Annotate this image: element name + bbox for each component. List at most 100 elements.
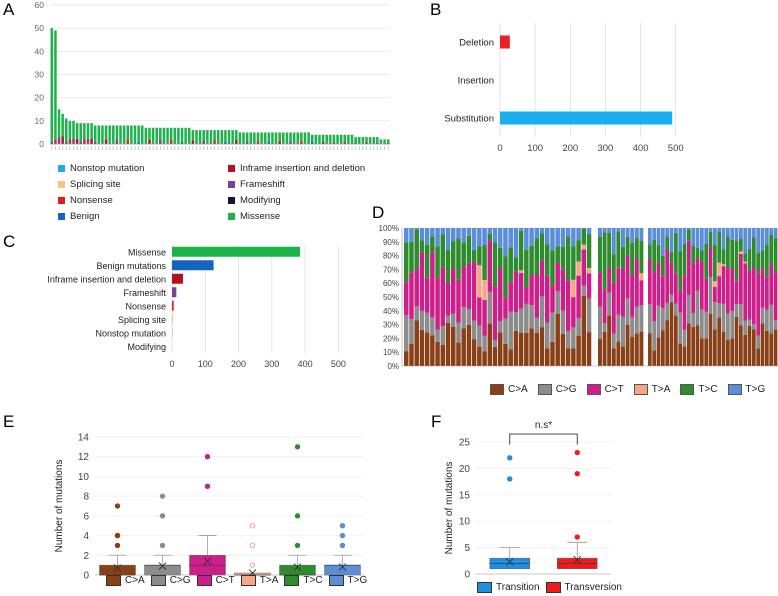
x-tick-label bbox=[214, 146, 215, 150]
stack-segment bbox=[713, 286, 717, 303]
x-tick-label bbox=[141, 146, 143, 150]
stack-segment bbox=[419, 329, 425, 366]
stack-segment bbox=[607, 232, 612, 268]
stack-segment bbox=[652, 272, 657, 322]
stack-segment bbox=[471, 228, 477, 250]
bar bbox=[101, 125, 104, 144]
stack-segment bbox=[678, 228, 683, 252]
stack-segment bbox=[726, 267, 730, 314]
stack-segment bbox=[607, 315, 612, 366]
stack-segment bbox=[717, 231, 722, 263]
stack-segment bbox=[503, 318, 508, 344]
bar-segment bbox=[61, 136, 64, 144]
x-tick-label bbox=[76, 146, 78, 150]
x-tick-label bbox=[105, 146, 107, 150]
bar bbox=[140, 125, 144, 144]
bar bbox=[231, 130, 234, 144]
bar bbox=[285, 132, 289, 144]
bar bbox=[263, 132, 267, 144]
stack-segment bbox=[700, 338, 704, 366]
x-tick-label bbox=[380, 146, 382, 150]
stack-segment bbox=[477, 346, 482, 366]
stack-segment bbox=[529, 305, 534, 329]
stack-segment bbox=[607, 292, 612, 316]
x-tick-label bbox=[206, 146, 208, 150]
bar-segment bbox=[115, 139, 119, 144]
stack-segment bbox=[456, 238, 461, 280]
x-tick-label: 0 bbox=[497, 143, 502, 154]
x-tick-label: 100 bbox=[198, 359, 213, 369]
stack-segment bbox=[598, 237, 602, 273]
stack-segment bbox=[602, 228, 607, 233]
x-tick-label bbox=[170, 146, 172, 150]
stack-segment bbox=[704, 311, 709, 339]
x-tick-label bbox=[149, 146, 150, 150]
legend-label: Inframe insertion and deletion bbox=[240, 163, 366, 174]
stack-segment bbox=[404, 315, 409, 352]
stack-segment bbox=[466, 228, 472, 236]
stack-segment bbox=[616, 341, 621, 366]
stack-segment bbox=[576, 317, 581, 336]
legend-item-splicing: Splicing site bbox=[58, 179, 121, 190]
y-tick-label: 5 bbox=[464, 543, 470, 554]
x-tick-label bbox=[167, 146, 168, 150]
x-tick-label: 200 bbox=[562, 143, 578, 154]
stack-segment bbox=[756, 228, 761, 254]
legend-label: Nonstop mutation bbox=[70, 163, 145, 174]
stack-segment bbox=[424, 244, 430, 278]
x-tick-label bbox=[138, 146, 140, 150]
stack-segment bbox=[503, 297, 508, 319]
bar-segment bbox=[310, 141, 314, 144]
stack-segment bbox=[648, 228, 652, 245]
category-label: Nonsense bbox=[125, 301, 166, 311]
bar-segment bbox=[202, 140, 205, 144]
x-tick-label bbox=[210, 146, 212, 150]
stack-segment bbox=[743, 334, 748, 366]
stack-segment bbox=[404, 282, 409, 316]
stack-segment bbox=[466, 263, 472, 310]
stack-segment bbox=[616, 231, 621, 268]
stack-segment bbox=[687, 240, 691, 296]
stack-segment bbox=[634, 258, 639, 307]
stack-segment bbox=[565, 228, 571, 237]
stack-segment bbox=[691, 245, 696, 264]
bar-segment bbox=[72, 138, 75, 144]
y-tick-label: 50% bbox=[383, 293, 399, 302]
stack-segment bbox=[717, 228, 722, 232]
legend-item-nonstop: Nonstop mutation bbox=[58, 163, 144, 174]
stack-segment bbox=[747, 325, 752, 366]
stack-segment bbox=[704, 228, 709, 244]
x-tick-label bbox=[297, 146, 299, 150]
x-tick-label bbox=[112, 146, 114, 150]
stack-segment bbox=[739, 325, 743, 366]
x-tick-label bbox=[311, 146, 313, 150]
stack-segment bbox=[440, 234, 446, 268]
stack-segment bbox=[773, 272, 778, 321]
y-tick-label: 100% bbox=[379, 224, 399, 233]
bar-segment bbox=[191, 140, 195, 144]
stack-segment bbox=[498, 228, 503, 248]
stack-segment bbox=[621, 316, 625, 347]
bar-segment bbox=[57, 137, 61, 144]
stack-segment bbox=[760, 250, 765, 269]
bar bbox=[242, 132, 245, 144]
x-tick-label bbox=[192, 146, 194, 150]
y-tick-label: 20 bbox=[459, 464, 471, 475]
bar bbox=[122, 125, 126, 144]
stack-segment bbox=[756, 335, 761, 349]
stack-segment bbox=[708, 228, 713, 232]
stack-segment bbox=[555, 246, 560, 263]
stack-segment bbox=[424, 312, 430, 333]
stack-segment bbox=[545, 348, 550, 366]
stack-segment bbox=[639, 241, 644, 274]
bar-segment bbox=[137, 141, 140, 144]
stack-segment bbox=[565, 331, 571, 349]
bar bbox=[65, 118, 68, 142]
mean-marker bbox=[113, 564, 122, 572]
stack-segment bbox=[409, 228, 414, 242]
legend-swatch-CG bbox=[537, 384, 552, 395]
stack-segment bbox=[492, 346, 498, 366]
bar bbox=[144, 127, 148, 144]
stack-segment bbox=[765, 309, 769, 331]
y-tick-label: 0 bbox=[83, 571, 89, 581]
